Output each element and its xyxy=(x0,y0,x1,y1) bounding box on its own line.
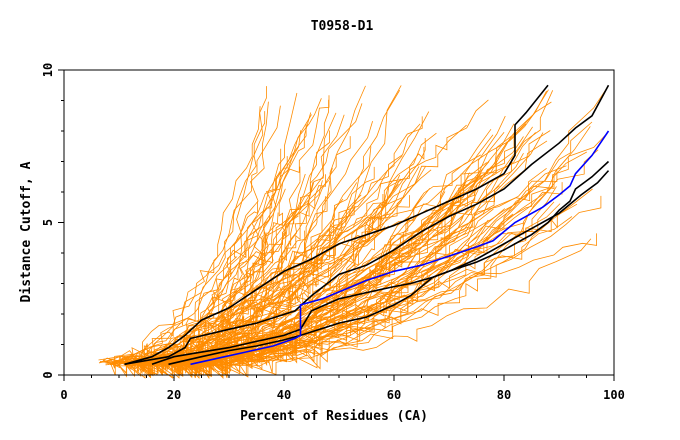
axes-group: 0 20 40 60 80 100 0 5 10 xyxy=(41,63,625,402)
y-tick-label: 5 xyxy=(41,219,55,226)
x-tick-label: 20 xyxy=(167,388,181,402)
background-curve xyxy=(121,98,322,366)
background-curve xyxy=(198,126,591,378)
background-curve xyxy=(144,85,402,375)
y-tick-label: 0 xyxy=(41,371,55,378)
chart-title: T0958-D1 xyxy=(311,19,374,34)
x-axis-label: Percent of Residues (CA) xyxy=(240,409,428,424)
curves-group xyxy=(98,84,610,380)
background-curve xyxy=(114,106,261,375)
background-curve xyxy=(176,208,506,376)
target-curve xyxy=(190,130,610,366)
highlight-curve-4 xyxy=(168,160,610,366)
background-curve xyxy=(109,141,508,379)
background-curve xyxy=(138,111,430,371)
background-curve xyxy=(182,217,381,378)
highlight-curve-3 xyxy=(151,170,610,366)
background-curve xyxy=(183,166,301,365)
y-axis-label: Distance Cutoff, A xyxy=(19,161,34,302)
background-curve xyxy=(192,238,592,377)
background-curve xyxy=(184,203,578,364)
background-curve xyxy=(100,114,312,370)
background-curve xyxy=(125,123,421,377)
x-tick-label: 0 xyxy=(60,388,67,402)
background-curve xyxy=(98,165,567,362)
background-curve xyxy=(109,130,551,363)
x-tick-label: 80 xyxy=(497,388,511,402)
x-tick-label: 100 xyxy=(603,388,625,402)
background-curve xyxy=(102,155,403,369)
x-tick-label: 60 xyxy=(387,388,401,402)
highlight-curve-1 xyxy=(124,84,549,366)
background-curve xyxy=(109,130,302,376)
background-curve xyxy=(134,131,505,363)
background-curve xyxy=(165,201,555,378)
background-curve xyxy=(133,226,386,365)
background-curve xyxy=(142,111,266,366)
background-curve xyxy=(166,160,497,369)
y-tick-label: 10 xyxy=(41,63,55,77)
highlight-curve-2 xyxy=(124,84,610,366)
background-curve xyxy=(133,89,401,370)
x-tick-label: 40 xyxy=(277,388,291,402)
background-curve xyxy=(172,90,554,364)
background-curve xyxy=(118,114,345,378)
background-curve xyxy=(176,196,326,365)
